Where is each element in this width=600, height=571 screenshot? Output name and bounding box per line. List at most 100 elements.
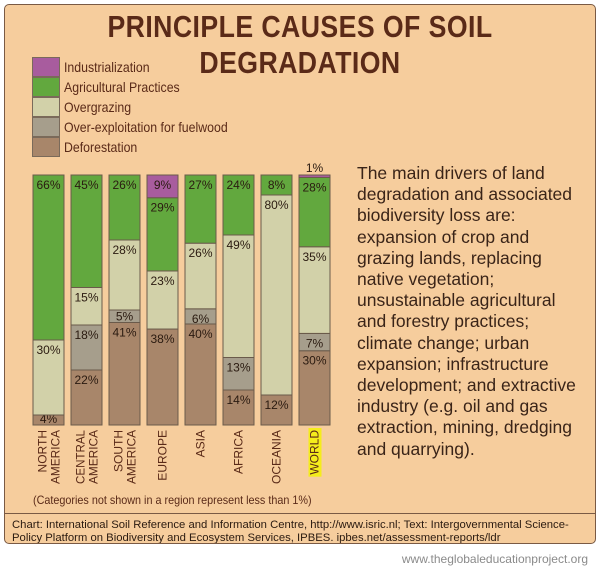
bar-oceania: 12% 80% 8%: [260, 174, 293, 426]
bar-segment: [184, 242, 217, 310]
legend-label: Deforestation: [64, 139, 138, 155]
bar-segment: [146, 197, 179, 272]
data-label: 9%: [154, 178, 172, 192]
category-label: CENTRAL AMERICA: [74, 430, 101, 484]
data-label: 8%: [268, 178, 286, 192]
data-label: 26%: [112, 178, 136, 192]
bar-segment: [184, 174, 217, 244]
tick-label: EUROPE: [156, 430, 170, 481]
data-label: 5%: [116, 310, 134, 324]
bar-segment: [298, 246, 331, 334]
description-text: The main drivers of land degradation and…: [357, 163, 576, 459]
data-label: 15%: [74, 291, 98, 305]
data-label: 14%: [226, 393, 250, 407]
data-label: 29%: [150, 201, 174, 215]
tick-label: AFRICA: [232, 430, 246, 474]
bar-segment: [70, 324, 103, 371]
data-label: 40%: [188, 327, 212, 341]
tick-label: ASIA: [194, 430, 208, 457]
data-label: 24%: [226, 178, 250, 192]
data-label: 12%: [264, 398, 288, 412]
bar-segment: [146, 328, 179, 426]
data-label: 30%: [36, 343, 60, 357]
bar-world: 30% 7% 35% 28% 1%: [298, 161, 331, 426]
bar-segment: [260, 174, 293, 196]
data-label: 18%: [74, 328, 98, 342]
data-label: 26%: [188, 246, 212, 260]
data-label: 45%: [74, 178, 98, 192]
bar-asia: 40%6% 26% 27%: [184, 174, 217, 426]
category-label: SOUTH AMERICA: [112, 430, 139, 484]
bar-segment: [70, 287, 103, 326]
bar-segment: [70, 174, 103, 288]
bar-segment: [260, 394, 293, 426]
tick-label: AMERICA: [87, 430, 101, 484]
category-label: EUROPE: [156, 430, 170, 481]
tick-label: CENTRAL: [74, 430, 88, 484]
bar-central-america: 22% 18% 15% 45%: [70, 174, 103, 426]
bar-segment: [108, 322, 141, 426]
footnote: (Categories not shown in a region repres…: [33, 493, 312, 507]
bar-segment: [222, 174, 255, 236]
legend-label: Industrialization: [64, 59, 150, 75]
data-label: 6%: [192, 312, 210, 326]
bar-europe: 38% 23% 29% 9%: [146, 174, 179, 426]
bar-segment: [108, 239, 141, 311]
chart-title: PRINCIPLE CAUSES OF SOIL DEGRADATION: [107, 9, 493, 80]
data-label: 13%: [226, 361, 250, 375]
tick-label: WORLD: [308, 430, 322, 475]
highlight: [308, 428, 322, 477]
legend-swatch: [32, 137, 60, 157]
legend-item-fuelwood: Over-exploitation for fuelwood: [32, 117, 250, 137]
chart-frame: PRINCIPLE CAUSES OF SOIL DEGRADATION Ind…: [4, 4, 596, 544]
bar-segment: [298, 350, 331, 426]
category-label: NORTH AMERICA: [36, 430, 63, 484]
data-label: 35%: [302, 250, 326, 264]
legend-item-agricultural-practices: Agricultural Practices: [32, 77, 250, 97]
tick-label: AMERICA: [125, 430, 139, 484]
data-label: 41%: [112, 326, 136, 340]
bar-segment: [260, 194, 293, 396]
source-credits: Chart: International Soil Reference and …: [5, 513, 595, 543]
category-label: OCEANIA: [270, 430, 284, 484]
data-label: 80%: [264, 198, 288, 212]
bar-south-america: 41% 5% 28% 26%: [108, 174, 141, 426]
tick-label: OCEANIA: [270, 430, 284, 484]
tick-label: SOUTH: [112, 430, 126, 472]
legend-label: Overgrazing: [64, 99, 132, 115]
legend-label: Agricultural Practices: [64, 79, 180, 95]
bar-africa: 14% 13% 49% 24%: [222, 174, 255, 426]
legend-item-deforestation: Deforestation: [32, 137, 250, 157]
bar-segment: [184, 323, 217, 426]
bar-segment: [298, 176, 331, 248]
category-label: ASIA: [194, 430, 208, 457]
data-label: 27%: [188, 178, 212, 192]
bar-segment: [146, 174, 179, 199]
website-credit: www.theglobaleducationproject.org: [401, 552, 588, 566]
bar-segment: [70, 369, 103, 426]
tick-label: NORTH: [36, 430, 50, 472]
bar-segment: [298, 174, 331, 178]
data-label: 28%: [302, 180, 326, 194]
data-label: 30%: [302, 354, 326, 368]
tick-label: AMERICA: [49, 430, 63, 484]
bar-segment: [222, 389, 255, 426]
data-label: 66%: [36, 178, 60, 192]
legend-swatch: [32, 117, 60, 137]
bar-segment: [32, 174, 65, 341]
bar-segment: [146, 270, 179, 330]
legend-item-industrialization: Industrialization: [32, 57, 250, 77]
legend-swatch: [32, 97, 60, 117]
data-label: 49%: [226, 238, 250, 252]
data-label: 22%: [74, 373, 98, 387]
legend-item-overgrazing: Overgrazing: [32, 97, 250, 117]
legend: Industrialization Agricultural Practices…: [32, 57, 250, 157]
legend-swatch: [32, 57, 60, 77]
bar-north-america: 4%30%66%: [32, 174, 65, 426]
data-label: 7%: [306, 336, 324, 350]
legend-label: Over-exploitation for fuelwood: [64, 119, 228, 135]
legend-swatch: [32, 77, 60, 97]
data-label: 38%: [150, 332, 174, 346]
